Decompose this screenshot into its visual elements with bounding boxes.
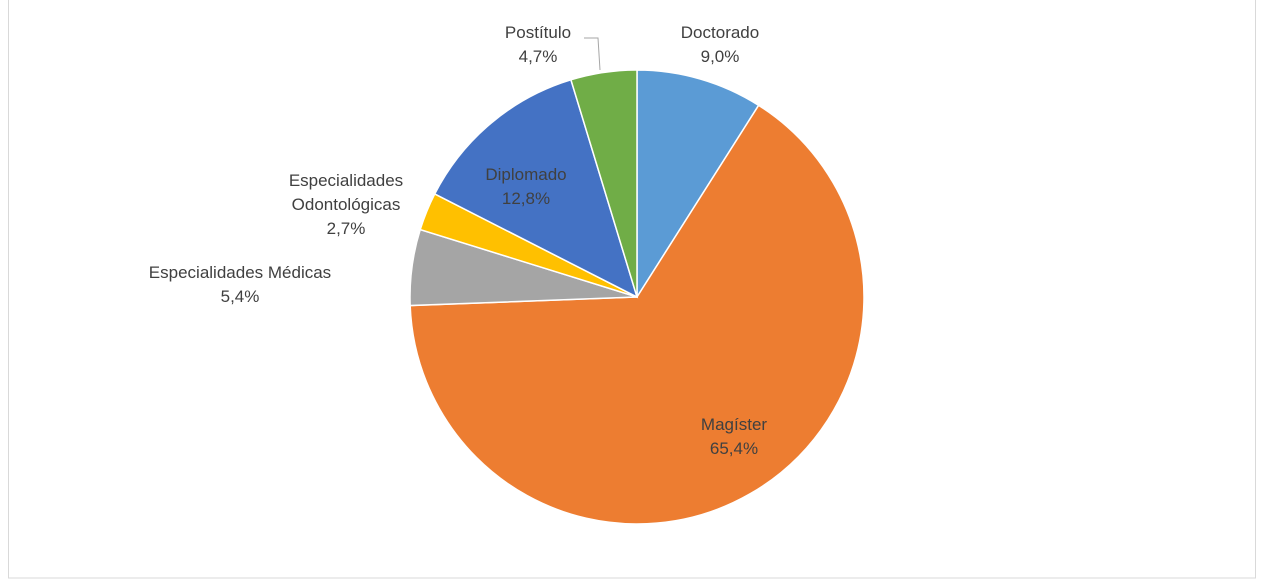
value-label: 5,4% [220,287,260,306]
value-label: 9,0% [700,47,740,66]
chart-border [8,0,1256,579]
data-label: Diplomado 12,8% [456,163,596,211]
data-label: Postítulo 4,7% [468,21,608,69]
data-label: Magíster 65,4% [664,413,804,461]
category-name: Magíster [700,415,768,434]
category-name: Diplomado [485,165,567,184]
pie-slice [569,69,638,298]
data-label: Especialidades Médicas 5,4% [120,261,360,309]
value-label: 4,7% [518,47,558,66]
value-label: 12,8% [501,189,551,208]
value-label: 65,4% [709,439,759,458]
pie-slice [409,104,865,525]
category-name: Doctorado [680,23,760,42]
data-label: Especialidades Odontológicas 2,7% [261,169,431,241]
pie-slice [433,78,639,299]
category-name: Especialidades Odontológicas [288,171,404,214]
category-name: Postítulo [504,23,572,42]
pie-slice [636,69,760,300]
data-label: Doctorado 9,0% [650,21,790,69]
value-label: 2,7% [326,219,366,238]
category-name: Especialidades Médicas [148,263,332,282]
leader-line [584,37,601,71]
